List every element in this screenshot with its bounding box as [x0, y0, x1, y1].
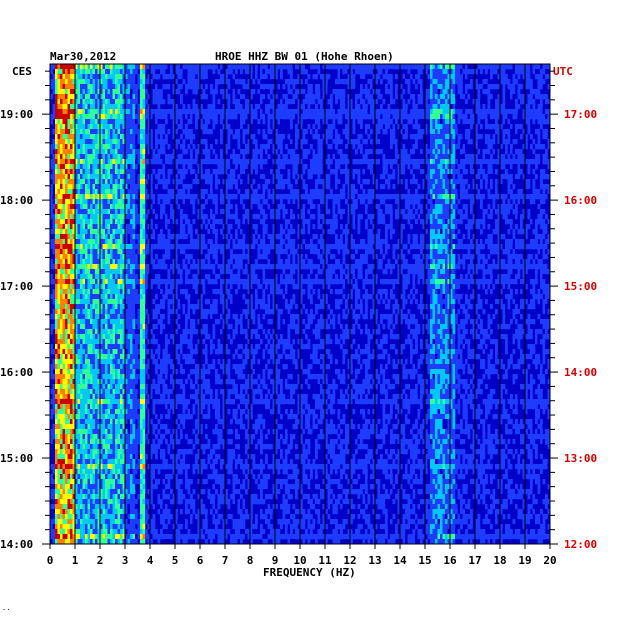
x-tick-label: 0: [47, 554, 54, 567]
x-tick-label: 13: [368, 554, 381, 567]
x-tick-label: 4: [147, 554, 154, 567]
frequency-gridlines: [49, 64, 551, 549]
x-tick-label: 2: [97, 554, 104, 567]
x-tick-label: 11: [318, 554, 332, 567]
x-tick-label: 18: [493, 554, 506, 567]
chart-title: HROE HHZ BW 01 (Hohe Rhoen): [215, 50, 394, 63]
x-tick-label: 9: [272, 554, 279, 567]
x-tick-label: 16: [443, 554, 457, 567]
left-time-label: 16:00: [0, 366, 33, 379]
left-timezone-label: CES: [12, 65, 32, 78]
x-axis-label: FREQUENCY (HZ): [263, 566, 356, 579]
time-tick-marks: [42, 70, 558, 545]
x-tick-label: 3: [122, 554, 129, 567]
footer-mark: ··: [2, 606, 11, 614]
left-time-label: 15:00: [0, 452, 33, 465]
date-label: Mar30,2012: [50, 50, 116, 63]
spectrogram-cells: [50, 64, 551, 545]
x-tick-label: 20: [543, 554, 556, 567]
x-tick-label: 17: [468, 554, 481, 567]
right-time-label: 16:00: [564, 194, 597, 207]
right-time-label: 14:00: [564, 366, 597, 379]
x-tick-label: 6: [197, 554, 204, 567]
x-tick-label: 15: [418, 554, 431, 567]
x-tick-label: 1: [72, 554, 79, 567]
right-time-label: 17:00: [564, 108, 597, 121]
axis-labels: 0 1 2 3 4 5 6 7 8 9 10 11 12 13 14 15 16 17 18 19 2014:0015:…: [0, 108, 597, 567]
right-time-label: 15:00: [564, 280, 597, 293]
right-time-label: 13:00: [564, 452, 597, 465]
x-tick-label: 12: [343, 554, 356, 567]
x-tick-label: 7: [222, 554, 229, 567]
x-tick-label: 5: [172, 554, 179, 567]
x-tick-label: 19: [518, 554, 531, 567]
x-tick-label: 14: [393, 554, 407, 567]
x-tick-label: 10: [293, 554, 306, 567]
x-tick-label: 8: [247, 554, 254, 567]
right-time-label: 12:00: [564, 538, 597, 551]
right-timezone-label: UTC: [553, 65, 573, 78]
left-time-label: 19:00: [0, 108, 33, 121]
left-time-label: 14:00: [0, 538, 33, 551]
left-time-label: 17:00: [0, 280, 33, 293]
left-time-label: 18:00: [0, 194, 33, 207]
